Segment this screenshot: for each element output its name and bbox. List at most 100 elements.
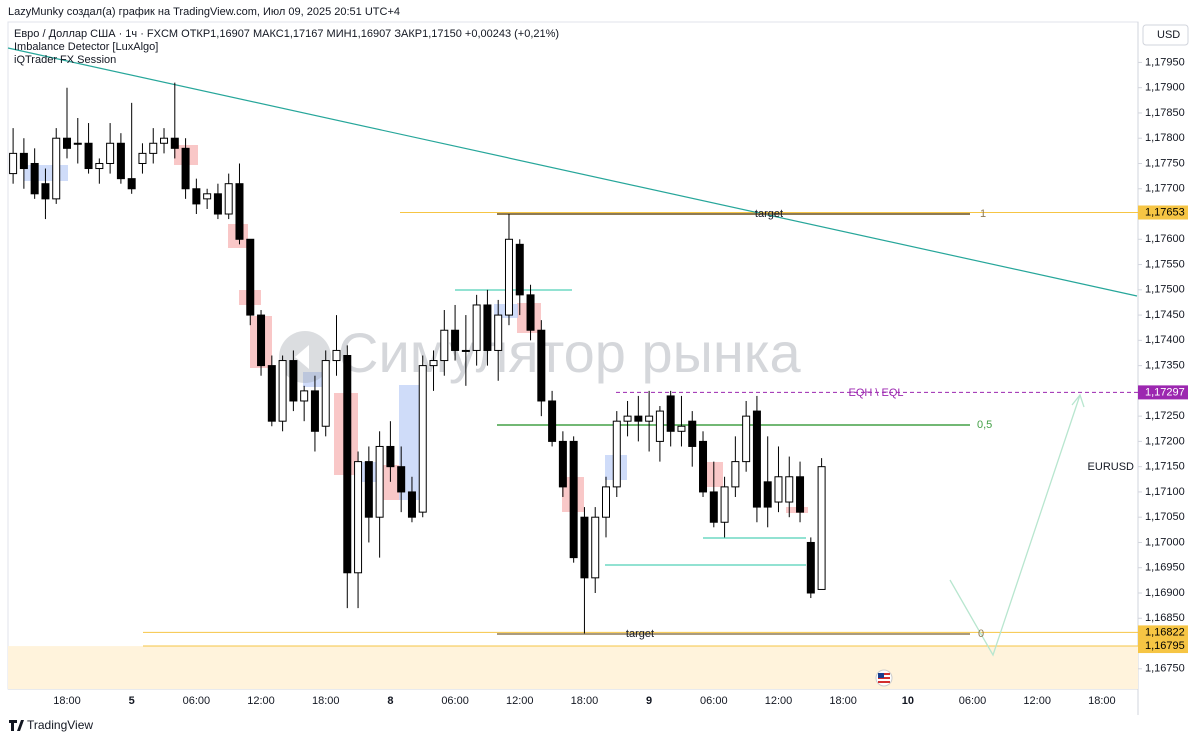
candle-body — [386, 445, 395, 468]
candle-body — [73, 142, 82, 145]
candle-body — [41, 183, 50, 200]
level-label: 1,16795 — [1145, 640, 1185, 652]
candle-body — [677, 425, 686, 432]
candle-body — [634, 415, 643, 422]
candle-body — [106, 142, 115, 164]
y-tick-label: 1,17150 — [1145, 461, 1185, 473]
candle-body — [224, 183, 233, 215]
level-badge — [1138, 625, 1188, 640]
currency-label[interactable]: USD — [1157, 29, 1180, 41]
indicator-legend: Imbalance Detector [LuxAlgo] — [14, 41, 158, 53]
watermark: Симулятор рынка — [279, 321, 802, 384]
x-tick-label: 18:00 — [571, 695, 599, 707]
event-flag — [875, 669, 893, 687]
y-tick-label: 1,17850 — [1145, 107, 1185, 119]
candle-body — [407, 491, 416, 518]
y-tick-label: 1,16950 — [1145, 562, 1185, 574]
level-label: 1,16822 — [1145, 626, 1185, 638]
candle-body — [548, 400, 557, 442]
candle-body — [63, 137, 71, 149]
candle-body — [752, 410, 761, 508]
x-tick-label: 06:00 — [183, 695, 211, 707]
currency-button[interactable] — [1142, 24, 1189, 46]
y-tick-label: 1,17050 — [1145, 511, 1185, 523]
x-tick-label: 18:00 — [1088, 695, 1116, 707]
symbol-legend: Евро / Доллар США · 1ч · FXCM ОТКР1,1690… — [14, 28, 559, 40]
candle-body — [645, 415, 654, 422]
candle-body — [451, 329, 460, 351]
candle-body — [149, 142, 158, 154]
candle-body — [332, 349, 341, 362]
y-tick-label: 1,17900 — [1145, 82, 1185, 94]
candle-body — [192, 188, 201, 205]
y-tick-label: 1,17800 — [1145, 132, 1185, 144]
candle-body — [796, 476, 805, 513]
candle-body — [203, 193, 212, 200]
trend-line — [7, 47, 1138, 297]
x-tick-label: 18:00 — [53, 695, 81, 707]
candle-body — [504, 238, 513, 316]
candle-body — [246, 238, 255, 316]
candle-body — [569, 440, 578, 559]
indicator-legend: iQTrader FX Session — [14, 54, 116, 66]
level-badge — [1138, 205, 1188, 220]
y-tick-label: 1,17250 — [1145, 410, 1185, 422]
y-tick-label: 1,17100 — [1145, 486, 1185, 498]
candle-body — [655, 410, 664, 442]
candle-body — [95, 162, 104, 170]
level-zone — [8, 646, 1138, 689]
candle-body — [688, 420, 697, 447]
symbol-label: EURUSD — [1088, 461, 1135, 473]
candle-body — [537, 329, 546, 402]
candle-body — [375, 445, 384, 518]
candle-body — [774, 476, 783, 503]
candle-body — [731, 461, 740, 488]
candle-body — [364, 461, 373, 518]
y-tick-label: 1,17200 — [1145, 435, 1185, 447]
candle-body — [806, 541, 815, 594]
y-tick-label: 1,17500 — [1145, 284, 1185, 296]
x-tick-label: 12:00 — [765, 695, 793, 707]
level-badge — [1138, 385, 1188, 400]
y-tick-label: 1,17400 — [1145, 334, 1185, 346]
x-tick-label: 18:00 — [312, 695, 340, 707]
y-tick-label: 1,17000 — [1145, 536, 1185, 548]
candle-body — [785, 476, 794, 503]
candle-body — [278, 360, 287, 422]
candle-body — [397, 466, 406, 493]
watermark-text: Симулятор рынка — [338, 321, 802, 384]
candle-body — [720, 486, 729, 523]
y-tick-label: 1,17750 — [1145, 157, 1185, 169]
level-badge — [1138, 639, 1188, 654]
target-label: target — [626, 628, 654, 640]
candle-body — [602, 486, 610, 518]
x-tick-label: 12:00 — [506, 695, 534, 707]
footer-logo — [9, 720, 24, 731]
y-tick-label: 1,17600 — [1145, 233, 1185, 245]
candle-body — [817, 466, 826, 590]
x-tick-label: 8 — [387, 695, 393, 707]
axes: 1,17950 1,17900 1,17850 1,17800 1,17750 1,177… — [53, 56, 1188, 707]
y-tick-label: 1,17350 — [1145, 360, 1185, 372]
x-tick-label: 12:00 — [247, 695, 275, 707]
candle-body — [612, 420, 621, 488]
x-tick-label: 18:00 — [829, 695, 857, 707]
candle-body — [257, 314, 266, 367]
x-tick-label: 06:00 — [441, 695, 469, 707]
projection-path — [949, 394, 1081, 657]
candle-body — [461, 349, 470, 352]
candle-body — [591, 516, 600, 579]
eq-label: EQH \ EQL — [848, 387, 903, 399]
candle-body — [9, 152, 18, 175]
y-tick-label: 1,16900 — [1145, 587, 1185, 599]
candle-body — [709, 491, 718, 523]
candle-body — [483, 304, 492, 351]
target-label: target — [755, 208, 783, 220]
candle-body — [138, 152, 147, 164]
zones — [8, 211, 1138, 689]
x-tick-label: 10 — [902, 695, 914, 707]
candle-body — [300, 390, 309, 402]
candle-body — [343, 355, 352, 574]
candle-body — [235, 183, 244, 240]
candle-body — [763, 481, 772, 508]
